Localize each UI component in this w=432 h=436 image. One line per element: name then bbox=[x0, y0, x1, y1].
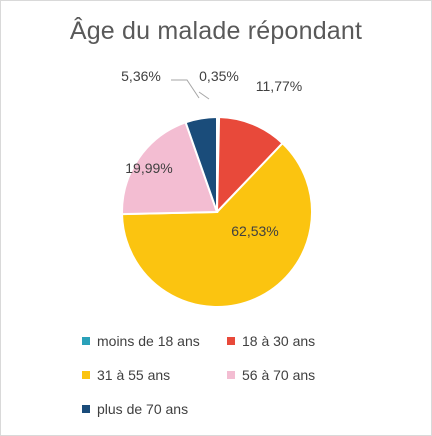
legend: moins de 18 ans 18 à 30 ans 31 à 55 ans … bbox=[1, 327, 431, 427]
data-label: 0,35% bbox=[199, 68, 239, 84]
pie-slice bbox=[120, 141, 313, 308]
legend-label: 56 à 70 ans bbox=[242, 367, 316, 383]
data-label: 5,36% bbox=[121, 68, 161, 84]
data-labels: 0,35% 11,77% 62,53% 19,99% 5,36% bbox=[121, 68, 302, 239]
legend-item: 31 à 55 ans bbox=[82, 367, 170, 383]
data-label: 19,99% bbox=[125, 160, 172, 176]
legend-item: moins de 18 ans bbox=[82, 333, 200, 349]
leader-lines bbox=[171, 79, 210, 100]
legend-swatch bbox=[82, 371, 90, 379]
legend-label: 31 à 55 ans bbox=[97, 367, 171, 383]
legend-item: 56 à 70 ans bbox=[227, 367, 315, 383]
leader-line bbox=[171, 79, 200, 99]
legend-label: 18 à 30 ans bbox=[242, 333, 316, 349]
data-label: 11,77% bbox=[256, 78, 302, 94]
legend-swatch bbox=[82, 337, 90, 345]
legend-item: 18 à 30 ans bbox=[227, 333, 315, 349]
pie-slice bbox=[184, 115, 218, 213]
data-label: 62,53% bbox=[231, 223, 278, 239]
legend-label: moins de 18 ans bbox=[97, 333, 200, 349]
leader-line bbox=[198, 91, 210, 100]
legend-swatch bbox=[82, 405, 90, 413]
legend-item: plus de 70 ans bbox=[82, 401, 188, 417]
pie-slice bbox=[215, 116, 284, 215]
chart-title: Âge du malade répondant bbox=[69, 17, 363, 45]
legend-label: plus de 70 ans bbox=[97, 401, 189, 417]
legend-swatch bbox=[227, 337, 235, 345]
pie-slices bbox=[120, 115, 313, 308]
pie-chart: 0,35% 11,77% 62,53% 19,99% 5,36% bbox=[120, 68, 313, 308]
legend-swatch bbox=[227, 371, 235, 379]
